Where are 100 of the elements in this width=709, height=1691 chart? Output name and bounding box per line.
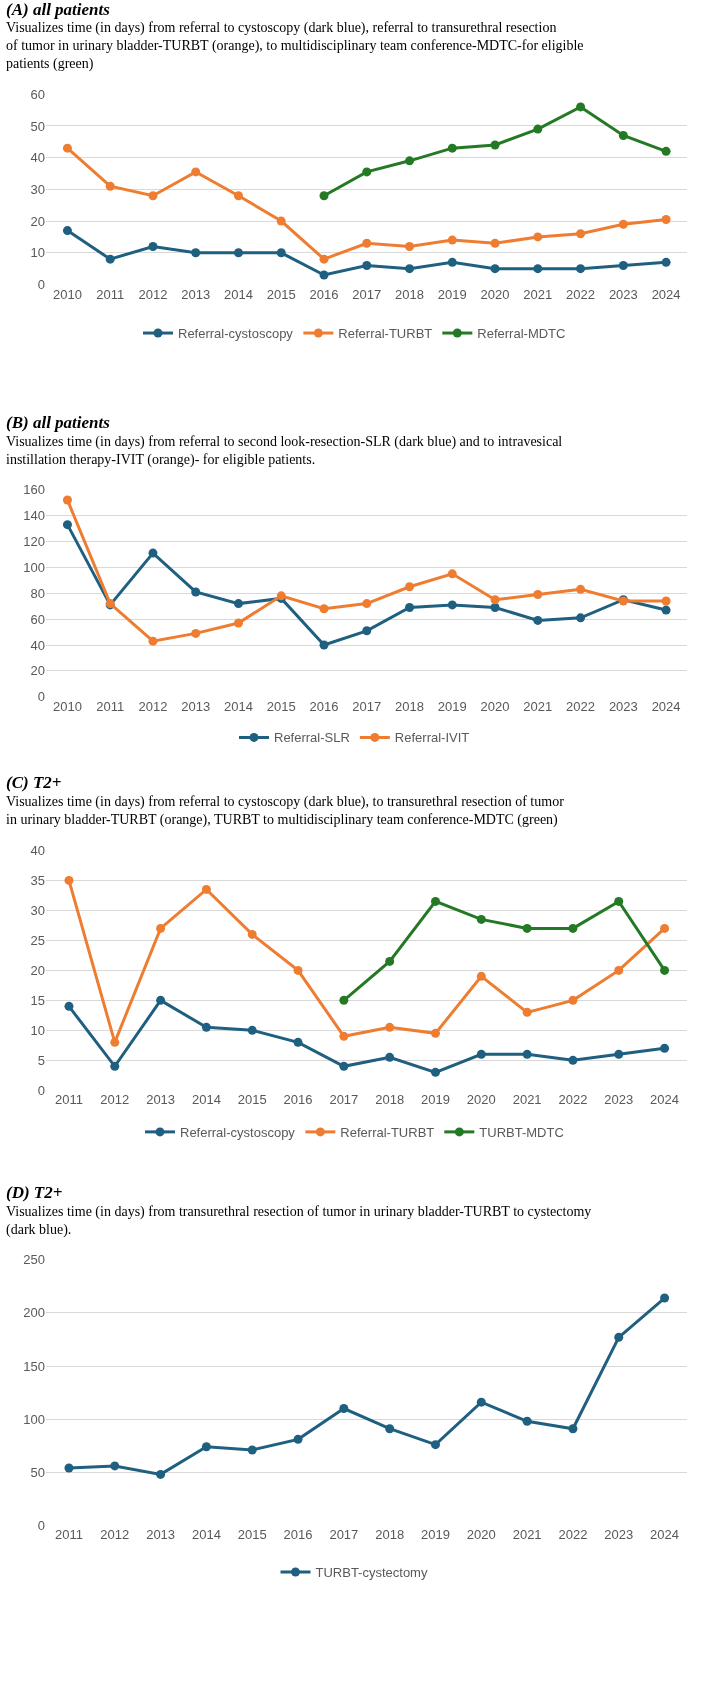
point <box>191 628 201 638</box>
point <box>191 248 201 258</box>
point <box>362 260 372 270</box>
point <box>660 1293 670 1303</box>
point <box>430 1067 440 1077</box>
point <box>339 1404 349 1414</box>
y-tick-label: 40 <box>30 150 46 166</box>
point <box>568 995 578 1005</box>
point <box>362 626 372 636</box>
chart-subtitle: Visualizes time (in days) from referral to cystoscopy (dark blue), referral to transurethral resection of tumor in urinary bladder-TURBT (orange), to multidisciplinary team conference-MDTC-for eligible patients (green) <box>6 20 584 73</box>
point <box>339 1031 349 1041</box>
x-tick-label: 2011 <box>54 1527 83 1543</box>
x-tick-label: 2022 <box>566 286 596 302</box>
chart-subtitle: Visualizes time (in days) from referral to second look-resection-SLR (dark blue) and to intravesical instillation therapy-IVIT (orange)- for eligible patients. <box>6 434 563 469</box>
y-tick-label: 0 <box>37 689 46 705</box>
point <box>614 896 624 906</box>
x-tick-label: 2012 <box>138 698 168 714</box>
point <box>576 613 586 623</box>
point <box>110 1061 120 1071</box>
point <box>618 260 628 270</box>
point <box>233 618 243 628</box>
point <box>201 1022 211 1032</box>
legend-label: Referral-SLR <box>274 730 350 746</box>
point <box>110 1461 120 1471</box>
point <box>660 1043 670 1053</box>
x-tick-label: 2013 <box>146 1092 176 1108</box>
x-tick-label: 2011 <box>54 1092 83 1108</box>
y-tick-label: 35 <box>30 872 46 888</box>
x-tick-label: 2018 <box>395 698 424 714</box>
y-tick-label: 140 <box>23 508 46 524</box>
x-tick-label: 2016 <box>283 1092 313 1108</box>
point <box>660 923 670 933</box>
x-tick-label: 2015 <box>266 286 296 302</box>
x-tick-label: 2014 <box>191 1527 221 1543</box>
point <box>661 215 671 224</box>
y-tick-label: 25 <box>30 932 46 948</box>
x-tick-label: 2017 <box>352 698 382 714</box>
point <box>191 587 201 597</box>
point <box>533 264 543 274</box>
x-tick-label: 2017 <box>329 1527 359 1543</box>
point <box>405 582 415 592</box>
point <box>447 235 457 245</box>
point <box>490 238 500 248</box>
y-tick-label: 30 <box>30 181 46 197</box>
point <box>576 102 586 112</box>
x-tick-label: 2019 <box>437 698 467 714</box>
legend-label: Referral-IVIT <box>394 730 470 746</box>
point <box>339 1061 349 1071</box>
point <box>533 232 543 242</box>
x-tick-label: 2011 <box>96 698 125 714</box>
point <box>490 602 500 612</box>
point <box>476 1397 486 1407</box>
point <box>476 971 486 981</box>
y-tick-label: 60 <box>30 86 46 102</box>
point <box>319 604 329 614</box>
x-tick-label: 2015 <box>266 698 296 714</box>
point <box>576 229 586 239</box>
point <box>405 241 415 251</box>
point <box>447 600 457 610</box>
chart-title: (B) all patients <box>6 413 111 432</box>
point <box>576 264 586 274</box>
x-tick-label: 2023 <box>608 698 638 714</box>
point <box>201 884 211 894</box>
point <box>533 590 543 600</box>
point <box>447 257 457 267</box>
point <box>405 602 415 612</box>
y-tick-label: 10 <box>30 1022 46 1038</box>
x-tick-label: 2017 <box>329 1092 359 1108</box>
x-tick-label: 2021 <box>512 1092 542 1108</box>
y-tick-label: 100 <box>23 1411 46 1427</box>
chart-title: (C) T2+ <box>6 773 62 792</box>
chart-subtitle: Visualizes time (in days) from referral to cystoscopy (dark blue), to transurethral resection of tumor in urinary bladder-TURBT (orange), TURBT to multidisciplinary team conference-MDTC (green) <box>6 794 565 829</box>
point <box>62 226 72 236</box>
point <box>568 1055 578 1065</box>
x-tick-label: 2012 <box>100 1092 130 1108</box>
x-tick-label: 2016 <box>309 286 339 302</box>
legend-label: Referral-cystoscopy <box>180 1124 296 1140</box>
point <box>276 248 286 258</box>
point <box>233 191 243 201</box>
x-tick-label: 2020 <box>480 286 510 302</box>
x-tick-label: 2024 <box>650 1092 680 1108</box>
point <box>276 216 286 226</box>
x-tick-label: 2023 <box>608 286 638 302</box>
point <box>476 1049 486 1059</box>
point <box>247 929 257 939</box>
point <box>148 548 158 558</box>
x-tick-label: 2019 <box>421 1092 450 1108</box>
y-tick-label: 50 <box>30 118 46 134</box>
point <box>247 1445 257 1455</box>
point <box>614 965 624 975</box>
y-tick-label: 50 <box>30 1464 46 1480</box>
point <box>293 1434 303 1444</box>
y-tick-label: 10 <box>30 245 46 261</box>
point <box>490 264 500 274</box>
y-tick-label: 5 <box>37 1052 46 1068</box>
x-tick-label: 2021 <box>523 286 553 302</box>
x-tick-label: 2014 <box>224 698 253 714</box>
x-tick-label: 2022 <box>558 1527 588 1543</box>
y-tick-label: 0 <box>37 277 46 293</box>
point <box>614 1049 624 1059</box>
